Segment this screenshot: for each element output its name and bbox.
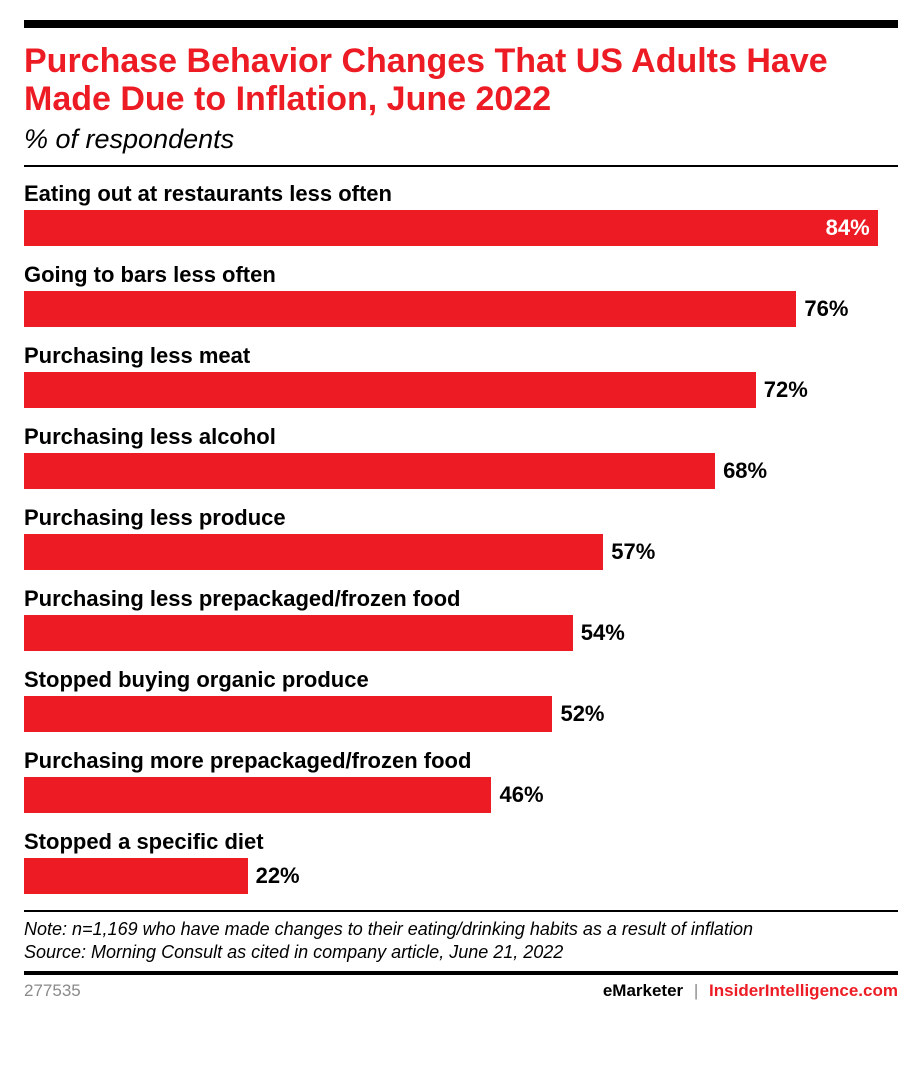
- bar-fill: [24, 453, 715, 489]
- bar-track: 72%: [24, 372, 898, 408]
- chart-title: Purchase Behavior Changes That US Adults…: [24, 42, 898, 118]
- footer-row: 277535 eMarketer | InsiderIntelligence.c…: [24, 981, 898, 1001]
- bar-group: Purchasing more prepackaged/frozen food 4…: [24, 748, 898, 813]
- bar-label: Purchasing less meat: [24, 343, 898, 369]
- footnote: Note: n=1,169 who have made changes to t…: [24, 918, 898, 941]
- bar-value: 46%: [499, 782, 543, 808]
- bar-fill: 84%: [24, 210, 878, 246]
- bar-group: Purchasing less produce 57%: [24, 505, 898, 570]
- bar-label: Purchasing more prepackaged/frozen food: [24, 748, 898, 774]
- bar-track: 76%: [24, 291, 898, 327]
- bar-chart: Eating out at restaurants less often 84% G…: [24, 181, 898, 894]
- bar-group: Purchasing less prepackaged/frozen food 5…: [24, 586, 898, 651]
- bar-group: Purchasing less meat 72%: [24, 343, 898, 408]
- bar-label: Purchasing less prepackaged/frozen food: [24, 586, 898, 612]
- chart-subtitle: % of respondents: [24, 124, 898, 155]
- bar-label: Going to bars less often: [24, 262, 898, 288]
- bar-label: Stopped a specific diet: [24, 829, 898, 855]
- bar-fill: [24, 858, 248, 894]
- bar-value: 22%: [256, 863, 300, 889]
- source-line: Source: Morning Consult as cited in comp…: [24, 941, 898, 964]
- bar-value: 54%: [581, 620, 625, 646]
- bar-fill: [24, 696, 552, 732]
- bar-group: Stopped buying organic produce 52%: [24, 667, 898, 732]
- brand-insider: InsiderIntelligence.com: [709, 981, 898, 1000]
- bar-group: Eating out at restaurants less often 84%: [24, 181, 898, 246]
- bar-group: Purchasing less alcohol 68%: [24, 424, 898, 489]
- divider: [24, 910, 898, 912]
- divider: [24, 165, 898, 167]
- bar-label: Stopped buying organic produce: [24, 667, 898, 693]
- bar-value: 68%: [723, 458, 767, 484]
- bar-label: Eating out at restaurants less often: [24, 181, 898, 207]
- bar-track: 84%: [24, 210, 898, 246]
- bar-group: Going to bars less often 76%: [24, 262, 898, 327]
- bar-fill: [24, 777, 491, 813]
- bar-track: 68%: [24, 453, 898, 489]
- bar-fill: [24, 291, 796, 327]
- bar-group: Stopped a specific diet 22%: [24, 829, 898, 894]
- chart-id: 277535: [24, 981, 81, 1001]
- divider: [24, 971, 898, 975]
- bar-track: 54%: [24, 615, 898, 651]
- bar-track: 46%: [24, 777, 898, 813]
- brand-emarketer: eMarketer: [603, 981, 683, 1000]
- bar-track: 22%: [24, 858, 898, 894]
- bar-track: 57%: [24, 534, 898, 570]
- brand-separator: |: [694, 981, 698, 1000]
- bar-fill: [24, 372, 756, 408]
- bar-value: 84%: [826, 215, 870, 241]
- brand-block: eMarketer | InsiderIntelligence.com: [603, 981, 898, 1001]
- bar-fill: [24, 615, 573, 651]
- bar-label: Purchasing less produce: [24, 505, 898, 531]
- bar-value: 72%: [764, 377, 808, 403]
- bar-fill: [24, 534, 603, 570]
- bar-value: 76%: [804, 296, 848, 322]
- bar-value: 52%: [560, 701, 604, 727]
- bar-value: 57%: [611, 539, 655, 565]
- top-rule: [24, 20, 898, 28]
- bar-label: Purchasing less alcohol: [24, 424, 898, 450]
- bar-track: 52%: [24, 696, 898, 732]
